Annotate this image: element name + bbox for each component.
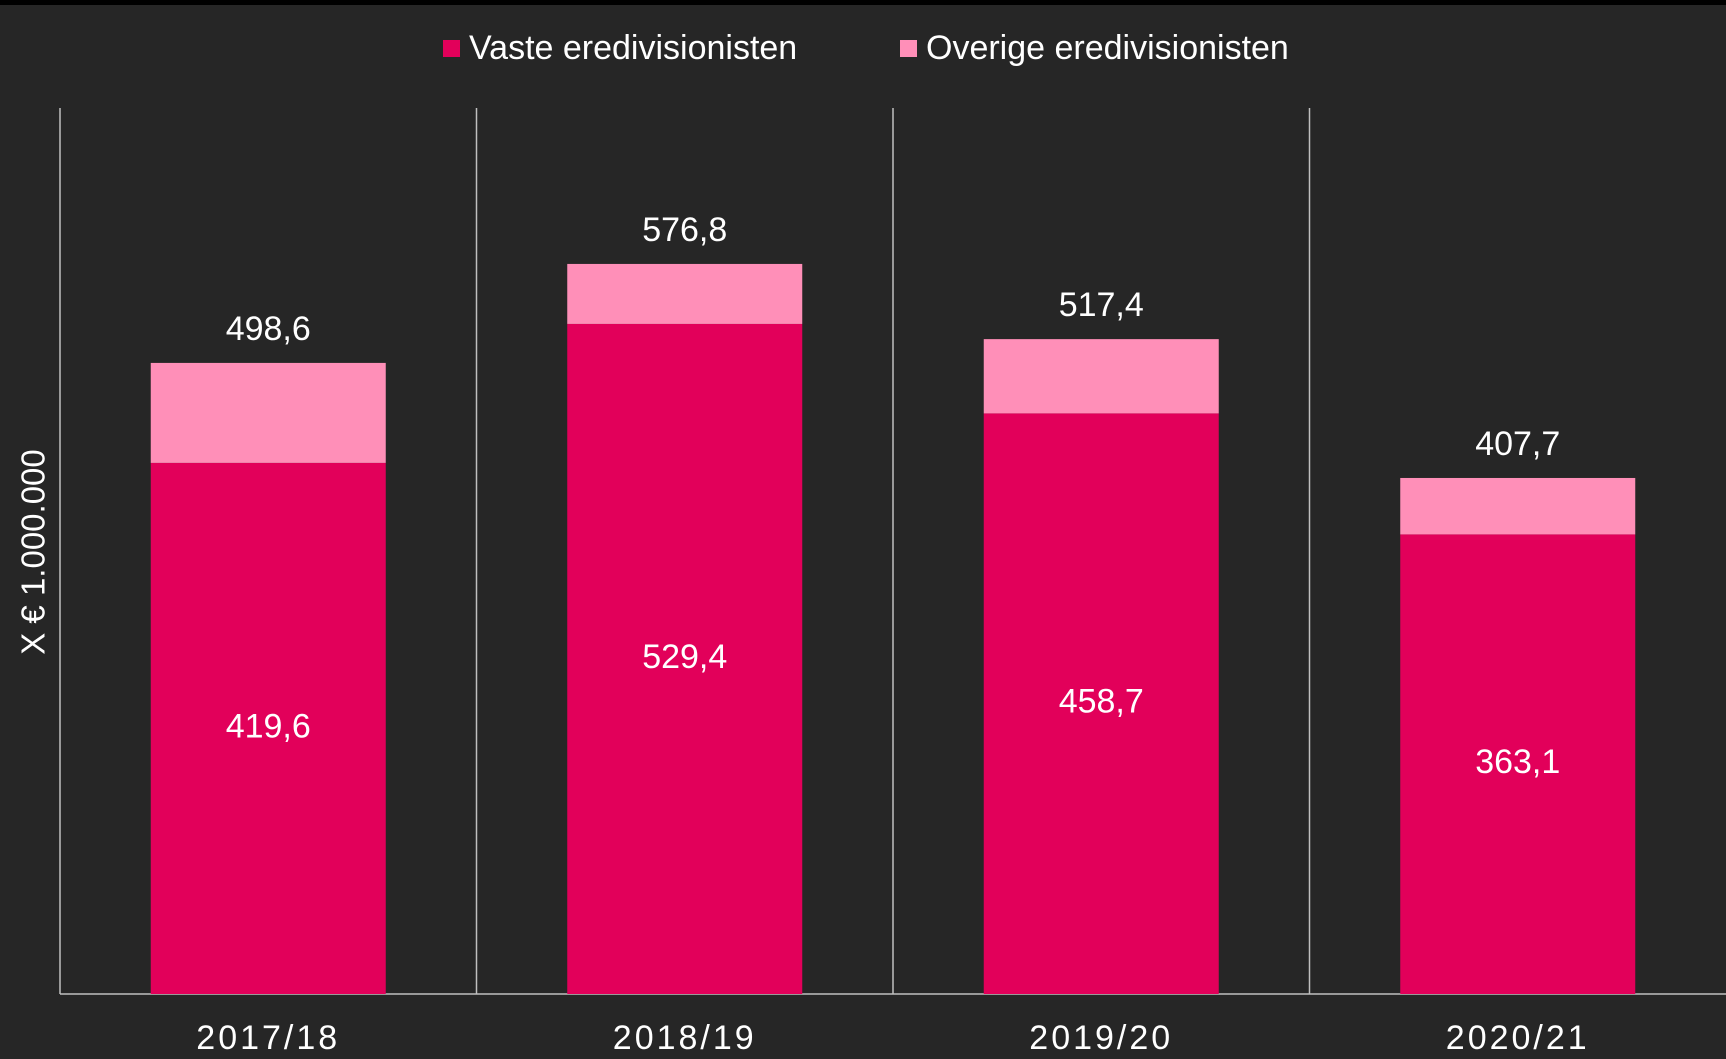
- legend-swatch: [900, 40, 917, 57]
- bar-segment: [983, 339, 1219, 414]
- bar-segment: [1400, 477, 1636, 535]
- value-label: 458,7: [1059, 683, 1144, 721]
- bar-segment: [1400, 534, 1636, 994]
- bar-segment: [567, 323, 803, 994]
- top-border: [0, 0, 1726, 5]
- value-label: 363,1: [1475, 743, 1560, 781]
- bar-segment: [150, 362, 386, 463]
- x-tick-label: 2019/20: [1029, 1019, 1173, 1057]
- value-label: 529,4: [642, 638, 727, 676]
- x-tick-label: 2018/19: [613, 1019, 757, 1057]
- legend-label: Overige eredivisionisten: [926, 29, 1289, 67]
- legend-label: Vaste eredivisionisten: [469, 29, 797, 67]
- y-axis-label: X € 1.000.000: [15, 449, 52, 655]
- value-label: 419,6: [226, 707, 311, 745]
- x-tick-label: 2017/18: [196, 1019, 340, 1057]
- legend-swatch: [443, 40, 460, 57]
- total-label: 498,6: [226, 310, 311, 348]
- total-label: 517,4: [1059, 286, 1144, 324]
- bar-segment: [567, 263, 803, 324]
- x-tick-label: 2020/21: [1446, 1019, 1590, 1057]
- total-label: 576,8: [642, 211, 727, 249]
- bar-segment: [150, 462, 386, 995]
- bar-segment: [983, 413, 1219, 994]
- total-label: 407,7: [1475, 425, 1560, 463]
